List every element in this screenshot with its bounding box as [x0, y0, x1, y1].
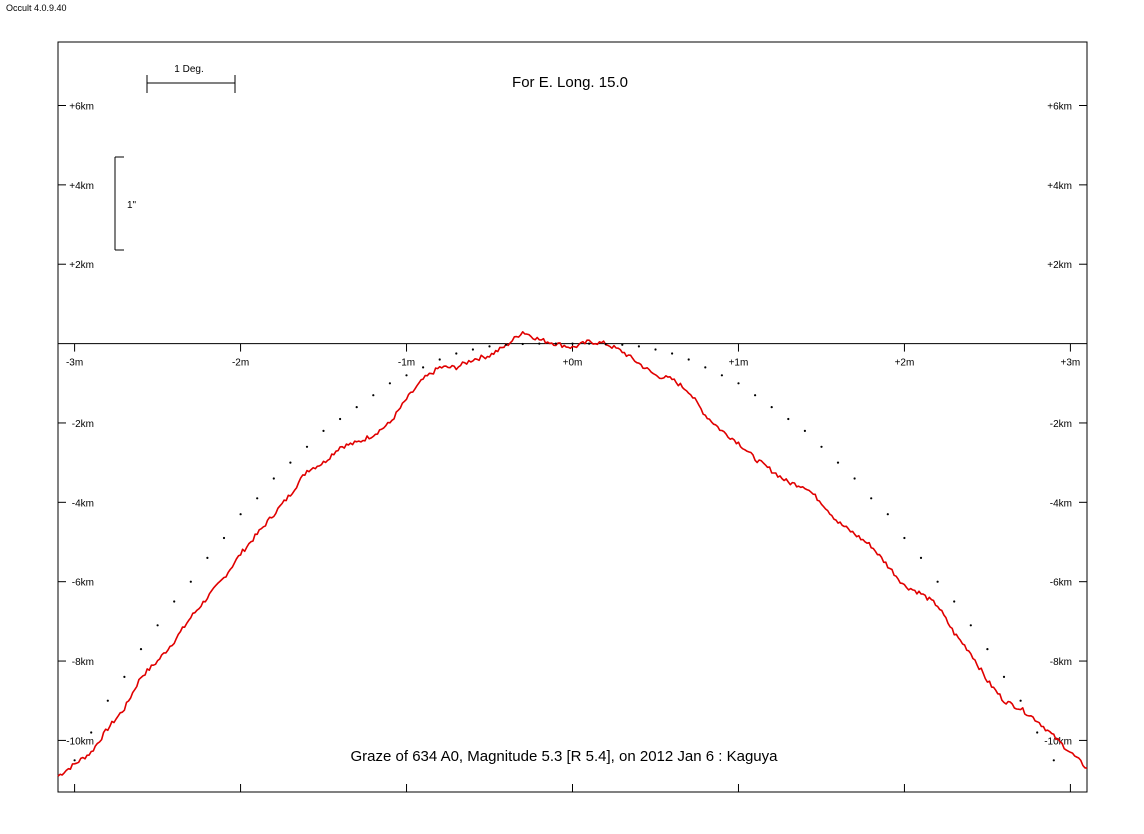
x-tick-label: +3m — [1061, 358, 1081, 369]
predicted-limb-point — [222, 536, 226, 540]
predicted-limb-point — [936, 580, 939, 583]
predicted-limb-point — [986, 648, 989, 651]
predicted-limb-point — [787, 417, 790, 421]
y-tick-label-right: -4km — [1050, 498, 1072, 509]
predicted-limb-point — [919, 556, 923, 560]
degree-scale-marker: 1 Deg. — [146, 64, 236, 93]
predicted-limb-point — [90, 731, 93, 734]
y-tick-label-left: -2km — [72, 419, 94, 430]
predicted-limb-point — [969, 624, 972, 627]
predicted-limb-point — [1002, 675, 1006, 679]
axes-layer: -3m -2m -1m +0m +1m +2m +3m +6km +6km +4km +4km +2k… — [58, 101, 1087, 792]
predicted-limb-point — [239, 513, 242, 516]
predicted-limb-point — [505, 343, 508, 346]
predicted-limb-point — [405, 374, 408, 377]
predicted-limb-point — [123, 675, 126, 679]
predicted-limb-point — [588, 342, 591, 345]
y-tick-label-left: +6km — [69, 101, 94, 112]
y-tick-label-right: +4km — [1047, 181, 1072, 192]
plot-frame — [57, 41, 1088, 793]
predicted-limb-point — [256, 497, 259, 500]
predicted-limb-point — [770, 406, 773, 409]
y-tick-label-left: -6km — [72, 578, 94, 589]
predicted-limb-point — [571, 342, 574, 345]
predicted-limb-point — [455, 352, 458, 355]
predicted-limb-point — [836, 461, 840, 464]
x-tick-label: +0m — [563, 358, 583, 369]
predicted-limb-point — [422, 366, 425, 369]
predicted-limb-point — [156, 624, 159, 627]
y-tick-label-right: +2km — [1047, 260, 1072, 271]
predicted-limb-point — [106, 699, 109, 702]
predicted-limb-point — [438, 358, 441, 361]
predicted-limb-point — [289, 461, 292, 464]
predicted-limb-point — [720, 374, 724, 377]
predicted-limb-point — [870, 497, 873, 500]
predicted-limb-point — [621, 343, 624, 346]
chart-subtitle: Graze of 634 A0, Magnitude 5.3 [R 5.4], … — [351, 748, 779, 765]
predicted-limb-point — [704, 366, 707, 369]
predicted-limb-point — [538, 342, 541, 345]
x-tick-label: +1m — [729, 358, 749, 369]
predicted-limb-point — [820, 445, 823, 448]
y-tick-label-left: -4km — [72, 498, 94, 509]
predicted-limb-point — [521, 342, 524, 346]
x-tick-label: +2m — [895, 358, 915, 369]
y-tick-label-right: -8km — [1050, 657, 1072, 668]
arcsec-scale-marker: 1" — [114, 156, 137, 251]
predicted-limb-point — [754, 394, 757, 397]
degree-scale-label: 1 Deg. — [174, 64, 203, 75]
predicted-limb-point — [272, 477, 275, 480]
predicted-limb-point — [671, 352, 674, 355]
predicted-limb-point — [803, 429, 807, 432]
predicted-limb-point — [189, 580, 192, 583]
predicted-limb-point — [654, 348, 657, 351]
predicted-limb-point — [1052, 759, 1055, 762]
predicted-limb-point — [886, 513, 889, 516]
app-version-label: Occult 4.0.9.40 — [6, 3, 67, 13]
predicted-limb-point — [687, 358, 690, 361]
predicted-limb-point — [554, 342, 558, 345]
y-tick-label-right: -10km — [1044, 736, 1072, 747]
profile-layer — [57, 330, 1088, 777]
y-tick-label-right: -2km — [1050, 419, 1072, 430]
y-tick-label-right: +6km — [1047, 101, 1072, 112]
lunar-limb-profile-line — [57, 330, 1088, 777]
x-tick-label: -2m — [232, 358, 249, 369]
y-tick-label-left: +2km — [69, 260, 94, 271]
predicted-limb-point — [322, 429, 325, 432]
predicted-limb-point — [737, 382, 740, 385]
predicted-limb-point — [604, 342, 607, 346]
predicted-limb-point — [903, 536, 906, 540]
predicted-limb-point — [388, 382, 391, 385]
predicted-limb-point — [471, 348, 474, 351]
predicted-limb-point — [139, 648, 143, 651]
predicted-limb-point — [1036, 731, 1039, 734]
predicted-limb-layer — [73, 342, 1055, 762]
predicted-limb-point — [206, 556, 209, 560]
predicted-limb-point — [339, 417, 342, 421]
predicted-limb-point — [372, 394, 375, 397]
predicted-limb-point — [1019, 699, 1022, 702]
y-tick-label-left: +4km — [69, 181, 94, 192]
y-tick-label-left: -10km — [66, 736, 94, 747]
predicted-limb-point — [73, 759, 76, 762]
predicted-limb-point — [355, 406, 358, 409]
predicted-limb-point — [637, 345, 641, 348]
arcsec-scale-label: 1" — [127, 200, 137, 211]
y-tick-label-right: -6km — [1050, 578, 1072, 589]
x-tick-label: -3m — [66, 358, 83, 369]
predicted-limb-point — [853, 477, 856, 480]
predicted-limb-point — [953, 600, 956, 603]
y-tick-label-left: -8km — [72, 657, 94, 668]
chart-title: For E. Long. 15.0 — [512, 74, 628, 91]
x-tick-label: -1m — [398, 358, 415, 369]
predicted-limb-point — [173, 600, 176, 603]
predicted-limb-point — [305, 445, 309, 448]
predicted-limb-point — [488, 345, 491, 348]
